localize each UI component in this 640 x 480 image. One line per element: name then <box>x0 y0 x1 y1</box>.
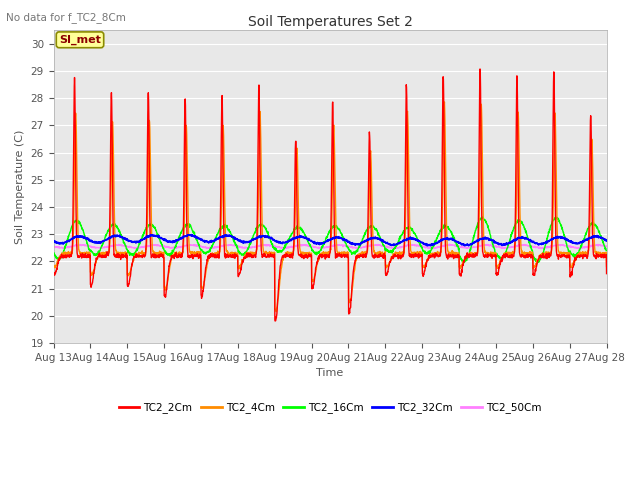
Text: SI_met: SI_met <box>59 35 101 45</box>
Y-axis label: Soil Temperature (C): Soil Temperature (C) <box>15 130 25 244</box>
Legend: TC2_2Cm, TC2_4Cm, TC2_16Cm, TC2_32Cm, TC2_50Cm: TC2_2Cm, TC2_4Cm, TC2_16Cm, TC2_32Cm, TC… <box>115 398 546 418</box>
X-axis label: Time: Time <box>316 368 344 378</box>
Title: Soil Temperatures Set 2: Soil Temperatures Set 2 <box>248 15 413 29</box>
Text: No data for f_TC2_8Cm: No data for f_TC2_8Cm <box>6 12 126 23</box>
